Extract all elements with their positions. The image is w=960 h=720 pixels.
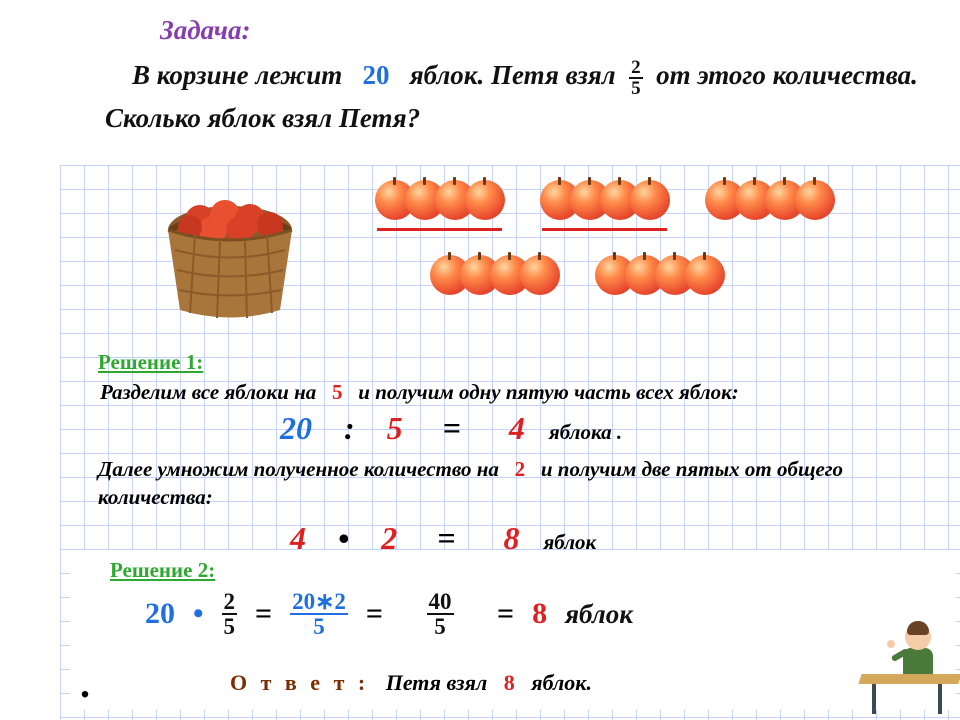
- answer-line: О т в е т : Петя взял 8 яблок.: [230, 670, 592, 696]
- problem-fraction: 2 5: [629, 58, 643, 98]
- sol2-unit: яблок: [565, 599, 633, 630]
- eq1-op: :: [344, 410, 355, 446]
- apple-group: [430, 255, 550, 300]
- frac-n: 40: [427, 590, 454, 615]
- sol2-start: 20: [145, 597, 175, 631]
- problem-text: В корзине лежит 20 яблок. Петя взял 2 5 …: [105, 55, 920, 140]
- problem-part1: В корзине лежит: [132, 60, 342, 90]
- answer-text-a: Петя взял: [386, 670, 488, 695]
- eq1-a: 20: [280, 410, 312, 446]
- solution1-eq1: 20 : 5 = 4 яблока .: [280, 410, 622, 447]
- sol2-eq2: =: [366, 597, 383, 631]
- apple-group: [375, 180, 495, 225]
- apple-group: [540, 180, 660, 225]
- sol1-line2a: Далее умножим полученное количество на: [98, 457, 499, 481]
- apple-group: [595, 255, 715, 300]
- sol2-eq3: =: [497, 597, 514, 631]
- apple-group: [705, 180, 825, 225]
- sol2-dot: •: [193, 597, 204, 631]
- sol1-line2-num: 2: [515, 457, 526, 481]
- frac-d: 5: [427, 615, 454, 638]
- answer-text-b: яблок.: [531, 670, 592, 695]
- sol2-frac2: 20∗2 5: [290, 590, 348, 638]
- eq1-r: 4: [509, 410, 525, 446]
- frac-d: 5: [222, 615, 238, 638]
- solution2-eq: 20 • 2 5 = 20∗2 5 = 40 5 = 8 яблок: [145, 590, 633, 638]
- frac-n: 2: [222, 590, 238, 615]
- final-dot: .: [80, 660, 90, 707]
- sol1-line1a: Разделим все яблоки на: [100, 380, 316, 404]
- sol1-line1-num: 5: [332, 380, 343, 404]
- problem-part2: яблок. Петя взял: [410, 60, 616, 90]
- solution1-line1: Разделим все яблоки на 5 и получим одну …: [100, 380, 739, 405]
- solution1-line2: Далее умножим полученное количество на 2…: [98, 455, 900, 512]
- answer-number: 8: [504, 670, 515, 695]
- frac-num: 2: [629, 58, 643, 79]
- solution2-title: Решение 2:: [110, 558, 215, 583]
- problem-number: 20: [362, 60, 389, 90]
- frac-n: 20∗2: [290, 590, 348, 615]
- sol2-result: 8: [532, 597, 547, 631]
- sol2-frac1: 2 5: [222, 590, 238, 638]
- basket-illustration: [145, 175, 315, 320]
- frac-den: 5: [629, 79, 643, 98]
- frac-d: 5: [290, 615, 348, 638]
- content: Задача: В корзине лежит 20 яблок. Петя в…: [0, 0, 960, 720]
- group-underline: [377, 228, 502, 231]
- sol2-eq1: =: [255, 597, 272, 631]
- solution2-box: Решение 2: 20 • 2 5 = 20∗2 5 = 40 5 = 8 …: [70, 550, 956, 710]
- sol1-line1b: и получим одну пятую часть всех яблок:: [358, 380, 738, 404]
- answer-label: О т в е т :: [230, 670, 369, 695]
- group-underline: [542, 228, 667, 231]
- task-title: Задача:: [160, 15, 250, 46]
- eq1-eq: =: [443, 410, 461, 446]
- solution1-title: Решение 1:: [98, 350, 203, 375]
- sol2-frac3: 40 5: [427, 590, 454, 638]
- eq1-unit: яблока .: [549, 420, 622, 444]
- student-illustration: [860, 594, 960, 714]
- eq1-b: 5: [387, 410, 403, 446]
